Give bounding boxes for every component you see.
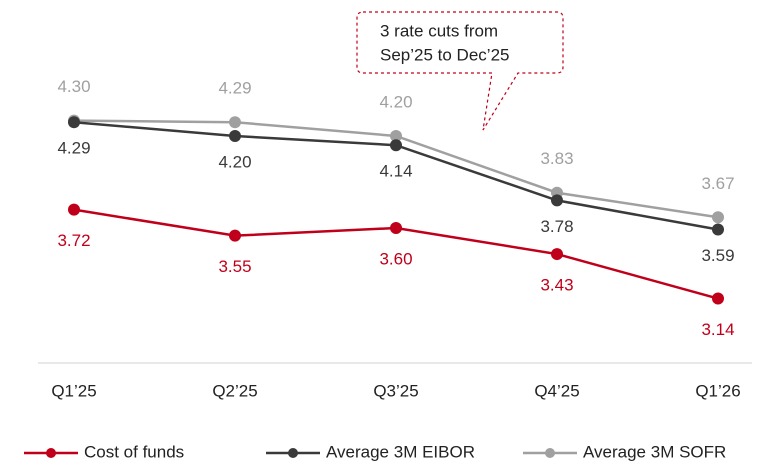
data-label: 3.72 (57, 231, 90, 250)
x-tick-label: Q1’25 (51, 381, 96, 400)
data-label: 4.29 (57, 139, 90, 158)
annotation-box (356, 11, 564, 131)
x-tick-label: Q1’26 (695, 381, 740, 400)
data-label: 3.67 (701, 174, 734, 193)
data-point (390, 130, 402, 142)
legend-marker (46, 448, 56, 458)
data-label: 3.78 (540, 217, 573, 236)
legend-label: Average 3M EIBOR (326, 442, 475, 461)
data-point (229, 130, 241, 142)
legend-marker (545, 448, 555, 458)
x-tick-label: Q3’25 (373, 381, 418, 400)
data-point (712, 292, 724, 305)
annotation-text: 3 rate cuts from (380, 21, 498, 40)
data-label: 4.29 (218, 79, 251, 98)
legend-marker (288, 448, 298, 458)
data-point (68, 203, 80, 216)
data-label: 3.14 (701, 320, 734, 339)
data-label: 4.20 (379, 92, 412, 111)
data-label: 4.14 (379, 162, 412, 181)
data-label: 3.60 (379, 249, 412, 268)
data-label: 4.20 (218, 152, 251, 171)
x-tick-label: Q2’25 (212, 381, 257, 400)
x-tick-label: Q4’25 (534, 381, 579, 400)
data-point (712, 223, 724, 236)
legend-label: Cost of funds (84, 442, 184, 461)
data-point (551, 248, 563, 261)
data-point (390, 139, 402, 152)
data-point (712, 211, 724, 224)
data-point (229, 229, 241, 242)
data-point (229, 116, 241, 129)
legend-label: Average 3M SOFR (583, 442, 726, 461)
data-label: 3.59 (701, 246, 734, 265)
data-label: 3.43 (540, 276, 573, 295)
data-label: 3.55 (218, 257, 251, 276)
data-label: 4.30 (57, 77, 90, 96)
annotation-text: Sep’25 to Dec’25 (380, 45, 509, 64)
data-label: 3.83 (540, 149, 573, 168)
data-point (551, 194, 563, 207)
data-point (390, 222, 402, 234)
data-point (68, 116, 80, 129)
